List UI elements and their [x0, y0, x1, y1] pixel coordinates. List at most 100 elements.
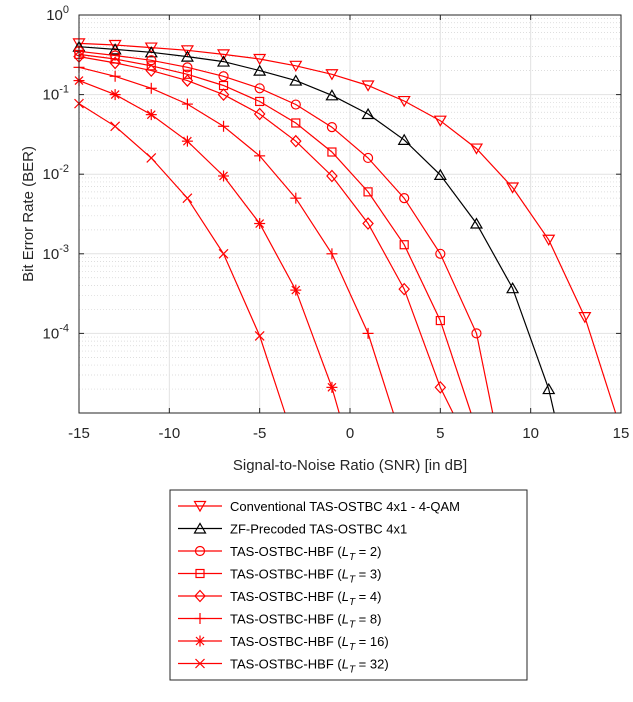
data-point-marker [361, 80, 375, 92]
data-point-marker [362, 217, 374, 230]
y-tick-label: 10-1 [43, 84, 69, 104]
data-point-marker [542, 234, 556, 246]
data-point-marker [326, 248, 338, 260]
data-point-marker [433, 168, 447, 180]
data-point-marker [146, 61, 156, 71]
data-point-marker [108, 43, 122, 55]
series-line [78, 50, 494, 414]
legend-marker [194, 589, 206, 603]
series-line [78, 42, 617, 414]
axis-ticks: -15 -10 -5 0 5 10 15 100 10-1 10-2 10-3 10-4 [43, 4, 630, 442]
legend-entry: TAS-OSTBC-HBF (LT = 2) [178, 544, 381, 563]
legend-label: ZF-Precoded TAS-OSTBC 4x1 [230, 522, 407, 537]
data-point-marker [109, 70, 121, 82]
legend-label: Conventional TAS-OSTBC 4x1 - 4-QAM [230, 499, 460, 514]
data-point-marker [109, 89, 121, 101]
data-point-marker [361, 107, 375, 120]
data-point-marker [469, 217, 484, 229]
data-point-marker [506, 281, 520, 294]
data-point-marker [254, 150, 266, 162]
data-point-marker [471, 328, 482, 339]
data-point-marker [399, 193, 410, 204]
legend-label: TAS-OSTBC-HBF (LT = 16) [230, 634, 389, 653]
legend-marker [194, 545, 206, 557]
x-tick-label: 10 [522, 425, 539, 442]
data-point-marker [217, 88, 230, 101]
data-point-marker [578, 312, 592, 324]
data-point-marker [255, 96, 265, 107]
data-point-marker [398, 282, 411, 296]
data-point-marker [253, 64, 267, 76]
data-point-marker [326, 122, 338, 133]
data-point-marker [254, 330, 265, 341]
x-tick-label: -5 [253, 425, 266, 442]
data-point-marker [108, 39, 122, 52]
data-point-marker [363, 187, 373, 197]
legend-entry: Conventional TAS-OSTBC 4x1 - 4-QAM [178, 499, 460, 514]
x-tick-label: -10 [158, 425, 180, 442]
y-tick-label: 10-2 [43, 163, 69, 183]
data-point-marker [181, 135, 193, 147]
data-point-marker [506, 182, 520, 194]
data-point-marker [145, 82, 157, 94]
data-point-marker [325, 69, 339, 81]
data-point-marker [182, 193, 193, 204]
legend-label: TAS-OSTBC-HBF (LT = 4) [230, 589, 381, 608]
legend-entry: ZF-Precoded TAS-OSTBC 4x1 [178, 522, 407, 537]
legend: Conventional TAS-OSTBC 4x1 - 4-QAM ZF-Pre… [169, 489, 528, 681]
legend-label: TAS-OSTBC-HBF (LT = 3) [230, 567, 381, 586]
x-tick-label: 5 [436, 425, 444, 442]
y-tick-label: 10-3 [43, 243, 69, 263]
data-point-marker [145, 64, 158, 78]
data-point-marker [397, 95, 411, 108]
data-point-marker [434, 380, 447, 394]
data-point-marker [253, 53, 267, 66]
series-line [78, 46, 555, 414]
data-point-marker [218, 71, 229, 82]
data-point-marker [289, 60, 303, 73]
data-point-marker [290, 99, 301, 110]
data-point-marker [182, 62, 193, 73]
data-point-marker [146, 153, 157, 163]
data-point-marker [469, 143, 484, 155]
data-point-marker [399, 240, 409, 250]
data-point-marker [218, 248, 229, 259]
legend-entry: TAS-OSTBC-HBF (LT = 4) [178, 589, 381, 608]
series-5 [73, 50, 454, 414]
data-point-marker [289, 74, 303, 86]
series-line [78, 66, 394, 414]
x-axis-label: Signal-to-Noise Ratio (SNR) [in dB] [233, 457, 467, 474]
data-point-marker [216, 49, 231, 61]
x-tick-label: 15 [613, 425, 630, 442]
legend-label: TAS-OSTBC-HBF (LT = 2) [230, 544, 381, 563]
data-point-marker [397, 133, 411, 145]
x-tick-label: 0 [346, 425, 354, 442]
data-point-marker [180, 50, 194, 62]
series-1 [72, 38, 617, 414]
data-point-marker [326, 169, 338, 183]
data-point-marker [290, 192, 302, 204]
data-point-marker [433, 115, 447, 127]
x-tick-label: -15 [68, 425, 90, 442]
y-axis-label: Bit Error Rate (BER) [20, 146, 37, 282]
data-point-marker [109, 56, 121, 70]
data-point-marker [289, 134, 302, 148]
data-point-marker [181, 74, 194, 87]
data-point-marker [291, 118, 301, 128]
grid [79, 15, 621, 413]
data-point-marker [362, 152, 374, 164]
data-point-marker [326, 381, 338, 393]
data-point-marker [218, 170, 230, 182]
legend-box [169, 489, 528, 681]
data-point-marker [110, 121, 121, 132]
legend-marker [195, 658, 205, 669]
data-point-marker [253, 107, 266, 121]
data-point-marker [180, 45, 194, 57]
series-line [78, 56, 454, 414]
data-point-marker [218, 120, 230, 132]
data-point-marker [435, 315, 445, 326]
legend-entry: TAS-OSTBC-HBF (LT = 16) [178, 634, 389, 653]
y-tick-label: 10-4 [43, 322, 69, 342]
data-point-marker [144, 46, 158, 58]
